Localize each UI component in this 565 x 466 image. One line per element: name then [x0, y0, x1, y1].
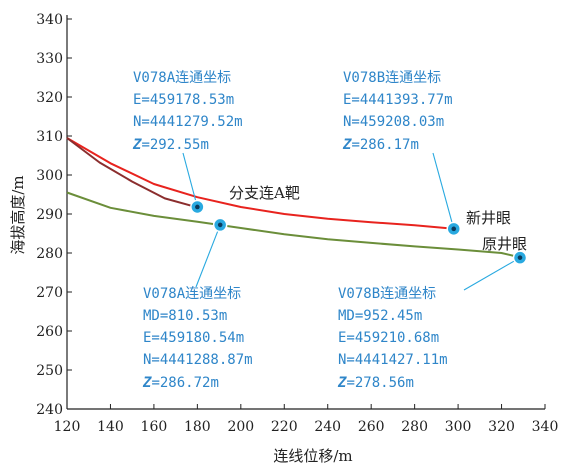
annotation-line: E=459180.54m	[143, 330, 244, 346]
x-tick-label: 320	[488, 419, 515, 435]
annotation-line: E=459178.53m	[133, 92, 234, 108]
z-value: =286.17m	[351, 137, 418, 153]
leader-line	[182, 152, 198, 208]
annotation-line: E=459210.68m	[338, 330, 439, 346]
branch-target-label: 分支连A靶	[229, 184, 300, 202]
z-italic: Z	[337, 375, 347, 391]
y-tick-label: 270	[36, 285, 63, 301]
annotation-z-line: Z=278.56m	[337, 375, 414, 391]
annotation-line: V078B连通坐标	[338, 286, 436, 302]
point-center	[451, 226, 457, 232]
annotation-line: N=4441279.52m	[133, 114, 243, 130]
series-line-2	[66, 137, 194, 208]
annotation-line: N=459208.03m	[343, 114, 444, 130]
x-tick-label: 180	[184, 419, 211, 435]
annotation-line: N=4441288.87m	[143, 352, 253, 368]
z-italic: Z	[142, 375, 152, 391]
z-italic: Z	[132, 137, 142, 153]
series-layer	[66, 137, 524, 260]
annotation-v078a-bottom: V078A连通坐标 MD=810.53m E=459180.54m N=4441…	[142, 286, 253, 391]
annotation-line: V078A连通坐标	[143, 286, 241, 302]
z-value: =278.56m	[346, 375, 413, 391]
point-center	[517, 255, 523, 260]
annotation-line: V078B连通坐标	[343, 70, 441, 86]
leader-line	[432, 152, 455, 229]
x-tick-label: 140	[97, 419, 124, 435]
points-layer	[190, 199, 528, 265]
y-tick-label: 300	[36, 168, 63, 184]
z-italic: Z	[342, 137, 352, 153]
series-line-1	[66, 137, 454, 230]
z-value: =292.55m	[141, 137, 208, 153]
annotation-z-line: Z=286.72m	[142, 375, 219, 391]
x-tick-label: 160	[141, 419, 168, 435]
y-tick-label: 340	[36, 12, 63, 28]
annotation-v078a-top: V078A连通坐标 E=459178.53m N=4441279.52m Z=2…	[132, 70, 243, 153]
y-tick-label: 260	[36, 324, 63, 340]
annotation-v078b-top: V078B连通坐标 E=4441393.77m N=459208.03m Z=2…	[342, 70, 453, 153]
x-axis-title: 连线位移/m	[273, 447, 352, 465]
leader-lines	[182, 152, 521, 291]
annotation-line: E=4441393.77m	[343, 92, 453, 108]
y-tick-label: 250	[36, 363, 63, 379]
annotation-z-line: Z=286.17m	[342, 137, 419, 153]
annotation-v078b-bottom: V078B连通坐标 MD=952.45m E=459210.68m N=4441…	[337, 286, 448, 391]
new-well-label: 新井眼	[466, 209, 511, 227]
annotation-line: MD=810.53m	[143, 308, 227, 324]
x-tick-label: 300	[445, 419, 472, 435]
x-tick-label: 220	[271, 419, 298, 435]
original-well-label: 原井眼	[482, 235, 527, 253]
annotation-line: N=4441427.11m	[338, 352, 448, 368]
y-tick-label: 280	[36, 246, 63, 262]
leader-line	[463, 257, 521, 291]
annotation-z-line: Z=292.55m	[132, 137, 209, 153]
z-value: =286.72m	[151, 375, 218, 391]
x-tick-label: 280	[401, 419, 428, 435]
x-tick-label: 240	[314, 419, 341, 435]
y-tick-label: 290	[36, 207, 63, 223]
x-tick-label: 120	[54, 419, 81, 435]
y-tick-label: 320	[36, 90, 63, 106]
y-tick-label: 240	[36, 402, 63, 418]
point-center	[195, 204, 200, 210]
leader-line	[195, 224, 221, 288]
y-tick-label: 310	[36, 129, 63, 145]
x-tick-label: 340	[532, 419, 559, 435]
y-tick-label: 330	[36, 51, 63, 67]
annotation-line: MD=952.45m	[338, 308, 422, 324]
annotation-line: V078A连通坐标	[133, 70, 231, 86]
series-line-3	[66, 191, 524, 260]
x-tick-label: 260	[358, 419, 385, 435]
x-tick-label: 200	[227, 419, 254, 435]
point-center	[217, 222, 223, 228]
y-axis-title: 海拔高度/m	[9, 175, 27, 254]
axes: 120 140 160 180 200 220 240 260 280 300 320 340 240 2…	[36, 12, 558, 435]
